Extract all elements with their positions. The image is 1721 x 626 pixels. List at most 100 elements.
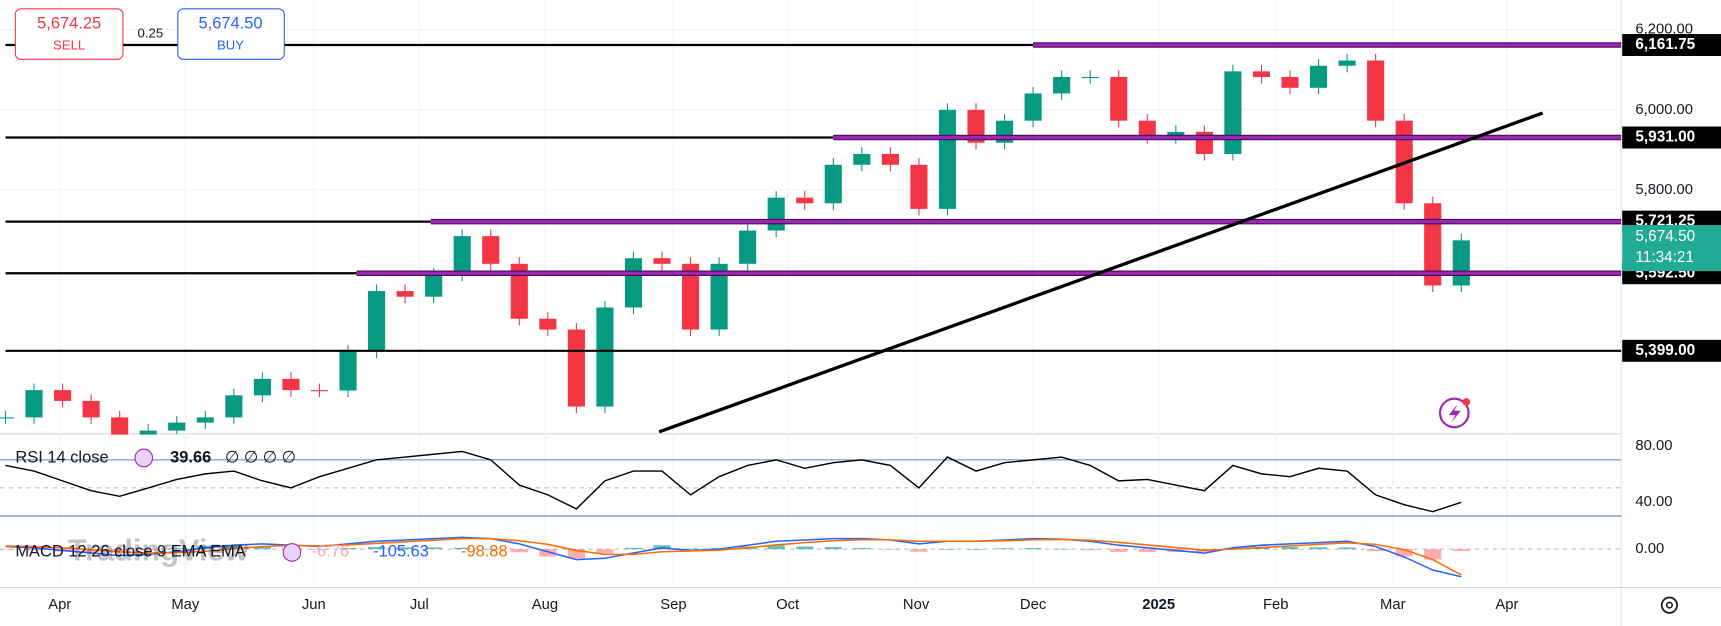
sell-button[interactable] [14,8,124,60]
y-tick-label: 6,000.00 [1635,102,1693,118]
price-label-bg [1622,34,1721,56]
macd-histogram-bar [510,549,528,553]
macd-histogram-bar [796,546,814,550]
macd-histogram-bar [482,549,500,550]
macd-histogram-bar [767,545,785,550]
rsi-icon [134,448,154,468]
macd-histogram-bar [425,547,443,550]
candle-body [196,417,214,423]
candle [1281,70,1299,95]
gear-center [1665,601,1673,609]
candle-body [1024,93,1042,121]
sell-label: SELL [53,38,85,53]
alert-icon[interactable] [1438,397,1471,429]
y-tick-label: 6,200.00 [1635,22,1693,38]
x-tick-label: Nov [903,597,930,613]
macd-icon [282,543,302,562]
macd-histogram-bar [168,548,186,550]
buy-button[interactable] [177,8,285,60]
watermark: TradingView [68,533,249,568]
y-tick-label: 5,800.00 [1635,182,1693,198]
candle-body [225,395,243,418]
price-label: 5,931.00 [1635,129,1695,146]
candle [938,103,957,216]
x-tick-label: May [171,597,200,613]
macd-histogram-bar [396,547,414,550]
rsi-extra: ∅ ∅ ∅ ∅ [225,448,296,466]
candle-body [938,109,957,209]
candle-body [1309,65,1328,88]
x-tick-label: Sep [660,597,686,613]
macd-histogram-bar [910,549,928,552]
macd-histogram-bar [853,548,871,550]
candle-body [139,430,157,435]
candle [653,251,671,271]
candle [82,394,100,424]
macd-histogram-bar [139,549,157,551]
x-tick-label: Feb [1263,597,1289,613]
candle [1309,59,1328,95]
macd-histogram-bar [596,549,614,554]
candle-body [881,153,899,165]
macd-histogram-bar [225,545,243,550]
candle-body [1252,71,1271,77]
macd-histogram-bar [25,549,43,551]
macd-histogram-bar [824,547,842,550]
alert-circle [1438,397,1470,429]
candle-body [767,197,785,231]
candle-body [1281,76,1299,88]
x-tick-label: Aug [532,597,558,613]
candle [910,158,928,216]
macd-value: -105.63 [373,543,429,561]
alert-dot [1462,398,1471,406]
candle [967,103,985,150]
macd-histogram-bar [82,549,100,553]
candle [710,257,728,337]
candle-body [967,109,985,143]
candle [1081,70,1099,84]
candle [139,424,157,435]
buy-price: 5,674.50 [198,15,262,33]
candle-body [539,318,557,330]
gear [1660,596,1678,614]
candle [1452,233,1470,293]
macd-histogram-bar [624,547,643,550]
candle [225,388,243,424]
macd-histogram-bar [310,549,329,550]
candle [767,191,785,238]
macd-line [5,536,1462,578]
candle-body [739,230,757,264]
macd-histogram-bar [1424,549,1442,560]
macd-histogram-bar [453,547,471,550]
candle-body [567,329,585,407]
candle-body [1053,76,1071,94]
settings-icon[interactable] [1660,596,1678,614]
macd-histogram-bar [368,547,386,550]
candle-body [510,263,528,319]
candle [1224,64,1242,161]
rsi-label: RSI 14 close [15,448,108,466]
macd-tick-label: 0.00 [1635,541,1664,557]
candle-body [482,236,500,264]
candle [25,383,43,424]
candle [482,229,500,271]
price-label: 5,399.00 [1635,342,1695,359]
candle [282,372,300,397]
rsi-value: 39.66 [170,448,211,466]
order-panel: 5,674.25 SELL 0.25 5,674.50 BUY [14,8,285,60]
x-tick-label: 2025 [1142,597,1175,613]
macd-histogram-bar [339,548,357,550]
candle-body [368,291,386,352]
candle [539,312,557,337]
candle-body [596,307,614,407]
macd-histogram-bar [881,549,899,550]
sell-price: 5,674.25 [37,15,101,33]
candle-body [1138,120,1156,138]
candle-body [824,164,842,204]
x-tick-label: Mar [1380,597,1406,613]
candle [196,410,214,430]
candle-body [310,390,329,392]
macd-histogram-bar [1138,549,1156,552]
